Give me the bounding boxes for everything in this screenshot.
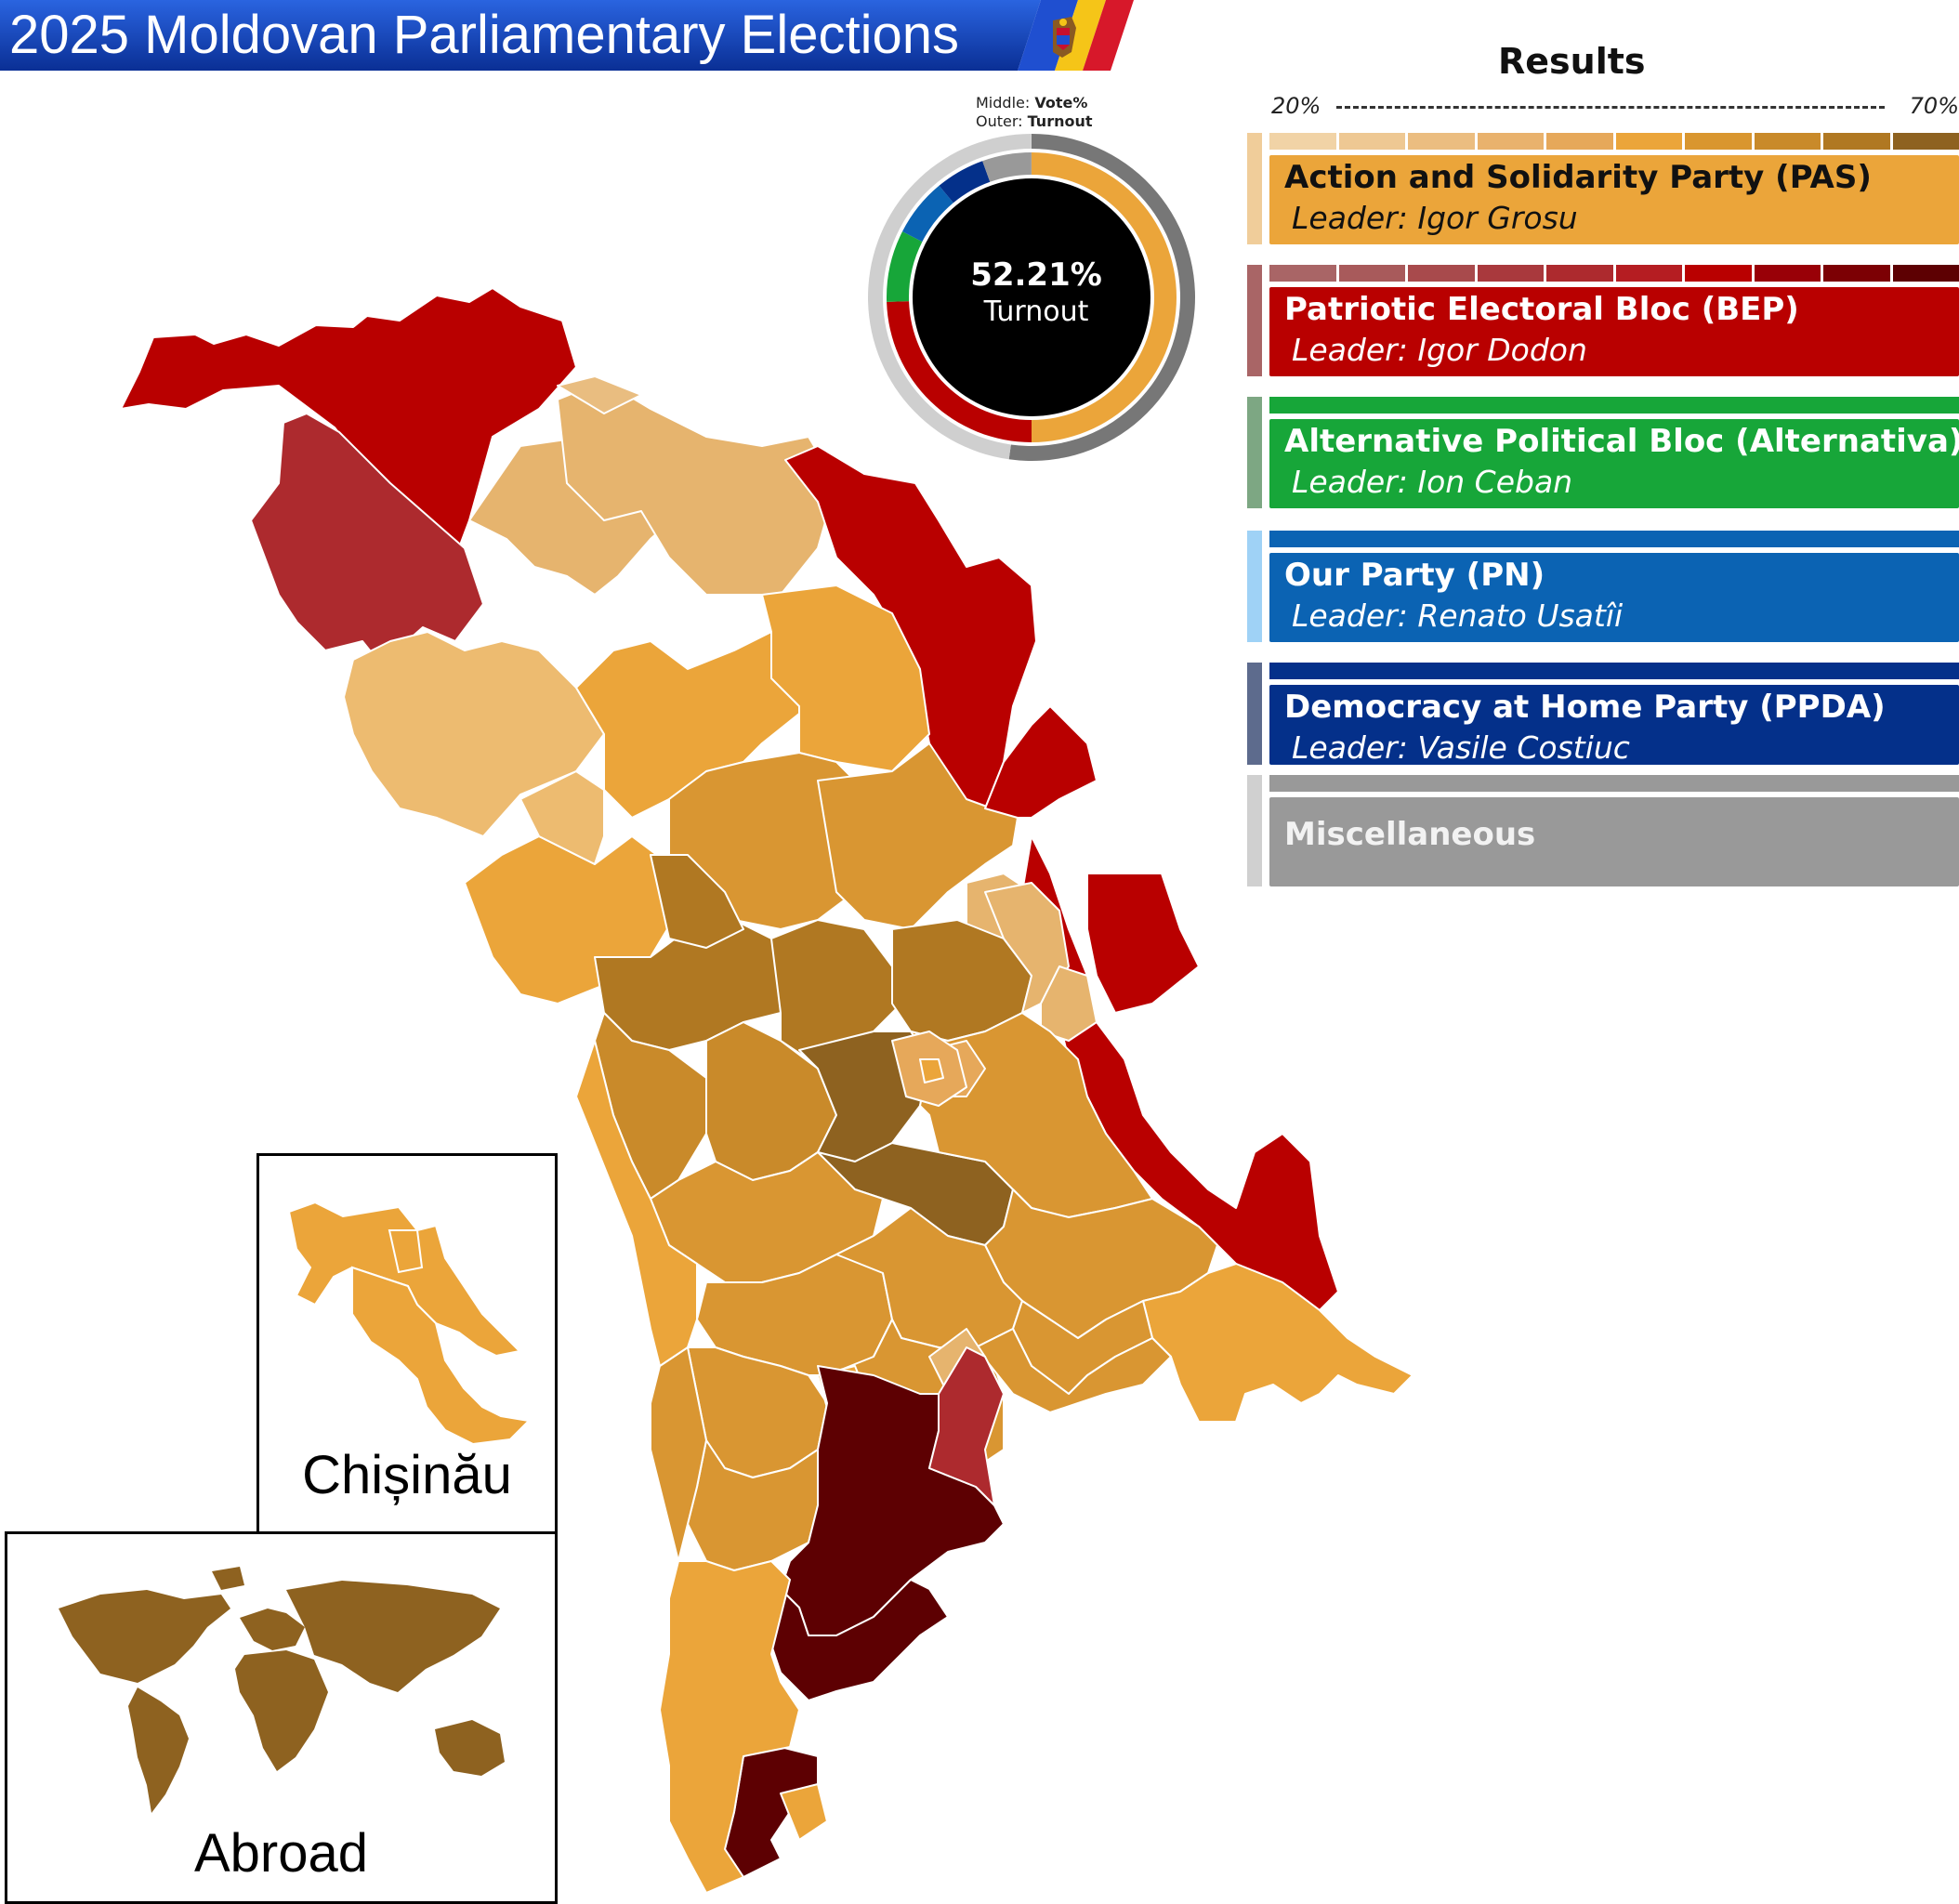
- turnout-label: Turnout: [911, 295, 1162, 328]
- scale-swatch: [1269, 265, 1336, 282]
- scale-swatch: [1823, 133, 1890, 150]
- scale-swatch: [1269, 531, 1959, 547]
- party-leader: Leader: Ion Ceban: [1292, 464, 1572, 500]
- donut-legend: Middle: Vote% Outer: Turnout: [976, 94, 1093, 131]
- party-card: Miscellaneous: [1247, 775, 1959, 886]
- party-side-marker: [1247, 663, 1262, 765]
- scale-swatch: [1269, 775, 1959, 792]
- scale-swatch: [1269, 133, 1336, 150]
- scale-swatch: [1339, 265, 1406, 282]
- party-color-strip: [1269, 531, 1959, 547]
- party-card: Democracy at Home Party (PPDA)Leader: Va…: [1247, 663, 1959, 765]
- party-color-strip: [1269, 775, 1959, 792]
- map-region: [1087, 873, 1199, 1013]
- scale-swatch: [1685, 265, 1752, 282]
- party-color-strip: [1269, 133, 1959, 150]
- party-side-marker: [1247, 265, 1262, 376]
- scale-swatch: [1478, 265, 1545, 282]
- party-name: Our Party (PN): [1284, 557, 1545, 594]
- scale-swatch: [1478, 133, 1545, 150]
- scale-swatch: [1269, 397, 1959, 414]
- party-card: Patriotic Electoral Bloc (BEP) Leader: Ig…: [1247, 265, 1959, 376]
- party-box: Patriotic Electoral Bloc (BEP) Leader: Ig…: [1269, 287, 1959, 376]
- vote-share-arc: [982, 152, 1032, 182]
- party-side-marker: [1247, 531, 1262, 642]
- scale-min-label: 20%: [1271, 93, 1321, 119]
- results-title: Results: [1498, 41, 1646, 82]
- party-card: Our Party (PN)Leader: Renato Usatîi: [1247, 531, 1959, 642]
- abroad-inset: Abroad: [5, 1531, 558, 1904]
- scale-swatch: [1616, 265, 1683, 282]
- chisinau-inset: Chișinău: [256, 1153, 558, 1540]
- scale-swatch: [1269, 663, 1959, 679]
- party-leader: Leader: Renato Usatîi: [1292, 597, 1623, 634]
- chisinau-map: [259, 1175, 555, 1453]
- party-name: Action and Solidarity Party (PAS): [1284, 159, 1872, 196]
- map-region: [781, 1784, 827, 1840]
- party-side-marker: [1247, 397, 1262, 508]
- scale-swatch: [1339, 133, 1406, 150]
- turnout-value: 52.21%: [911, 256, 1162, 294]
- party-color-strip: [1269, 663, 1959, 679]
- scale-swatch: [1755, 265, 1821, 282]
- party-card: Alternative Political Bloc (Alternativa)…: [1247, 397, 1959, 508]
- legend-outer-value: Turnout: [1028, 112, 1093, 130]
- scale-swatch: [1616, 133, 1683, 150]
- color-scale: 20% 70%: [1271, 93, 1959, 121]
- party-side-marker: [1247, 133, 1262, 244]
- world-map: [7, 1553, 555, 1832]
- party-name: Alternative Political Bloc (Alternativa): [1284, 423, 1959, 460]
- legend-middle-value: Vote%: [1034, 94, 1087, 112]
- party-box: Democracy at Home Party (PPDA)Leader: Va…: [1269, 685, 1959, 765]
- scale-swatch: [1685, 133, 1752, 150]
- party-leader: Leader: Igor Grosu: [1292, 200, 1578, 236]
- party-box: Alternative Political Bloc (Alternativa)…: [1269, 419, 1959, 508]
- legend-outer-label: Outer:: [976, 112, 1023, 130]
- map-region: [920, 1059, 943, 1083]
- scale-swatch: [1755, 133, 1821, 150]
- party-leader: Leader: Igor Dodon: [1292, 332, 1587, 368]
- party-color-strip: [1269, 265, 1959, 282]
- scale-swatch: [1823, 265, 1890, 282]
- donut-center: 52.21% Turnout: [911, 256, 1162, 328]
- party-side-marker: [1247, 775, 1262, 886]
- scale-swatch: [1546, 265, 1613, 282]
- scale-swatch: [1408, 265, 1475, 282]
- scale-swatch: [1893, 265, 1959, 282]
- scale-dashed-line: [1336, 106, 1885, 109]
- party-color-strip: [1269, 397, 1959, 414]
- party-name: Patriotic Electoral Bloc (BEP): [1284, 291, 1799, 328]
- legend-middle-label: Middle:: [976, 94, 1030, 112]
- party-box: Miscellaneous: [1269, 797, 1959, 886]
- party-box: Action and Solidarity Party (PAS) Leader:…: [1269, 155, 1959, 244]
- party-leader: Leader: Vasile Costiuc: [1292, 729, 1630, 766]
- abroad-label: Abroad: [7, 1822, 555, 1884]
- party-card: Action and Solidarity Party (PAS) Leader:…: [1247, 133, 1959, 244]
- scale-swatch: [1546, 133, 1613, 150]
- party-name: Miscellaneous: [1284, 816, 1535, 853]
- scale-max-label: 70%: [1910, 93, 1959, 119]
- scale-swatch: [1408, 133, 1475, 150]
- party-name: Democracy at Home Party (PPDA): [1284, 689, 1886, 726]
- scale-swatch: [1893, 133, 1959, 150]
- party-box: Our Party (PN)Leader: Renato Usatîi: [1269, 553, 1959, 642]
- chisinau-label: Chișinău: [259, 1444, 555, 1506]
